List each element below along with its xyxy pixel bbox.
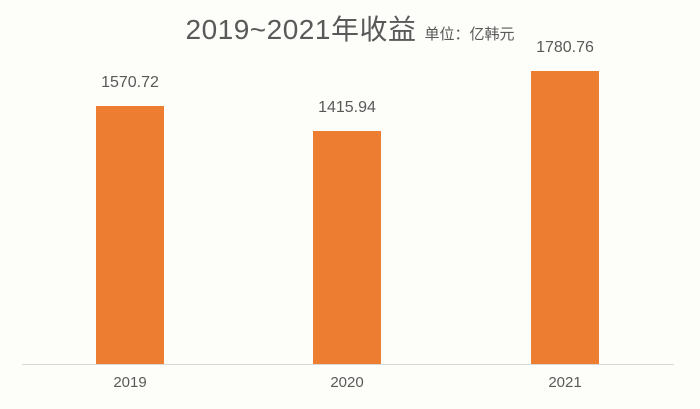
bar-group-2019: 1570.72 2019 [96,74,164,391]
bar-group-2021: 1780.76 2021 [531,39,599,391]
chart-unit-label: 单位：亿韩元 [424,26,515,43]
bar-value-label-2020: 1415.94 [318,99,376,116]
bar-2020 [313,131,381,364]
x-axis-tick-label-2021: 2021 [548,374,582,391]
x-axis-tick-label-2019: 2019 [113,374,147,391]
bar-value-label-2021: 1780.76 [536,39,594,56]
chart-title: 2019~2021年收益 单位：亿韩元 [0,8,700,48]
bar-value-label-2019: 1570.72 [101,74,159,91]
bar-group-2020: 1415.94 2020 [313,99,381,391]
x-axis-tick-label-2020: 2020 [330,374,364,391]
x-axis-line [22,364,674,365]
bar-2021 [531,71,599,364]
bar-2019 [96,106,164,364]
chart-title-text: 2019~2021年收益 [185,14,417,45]
